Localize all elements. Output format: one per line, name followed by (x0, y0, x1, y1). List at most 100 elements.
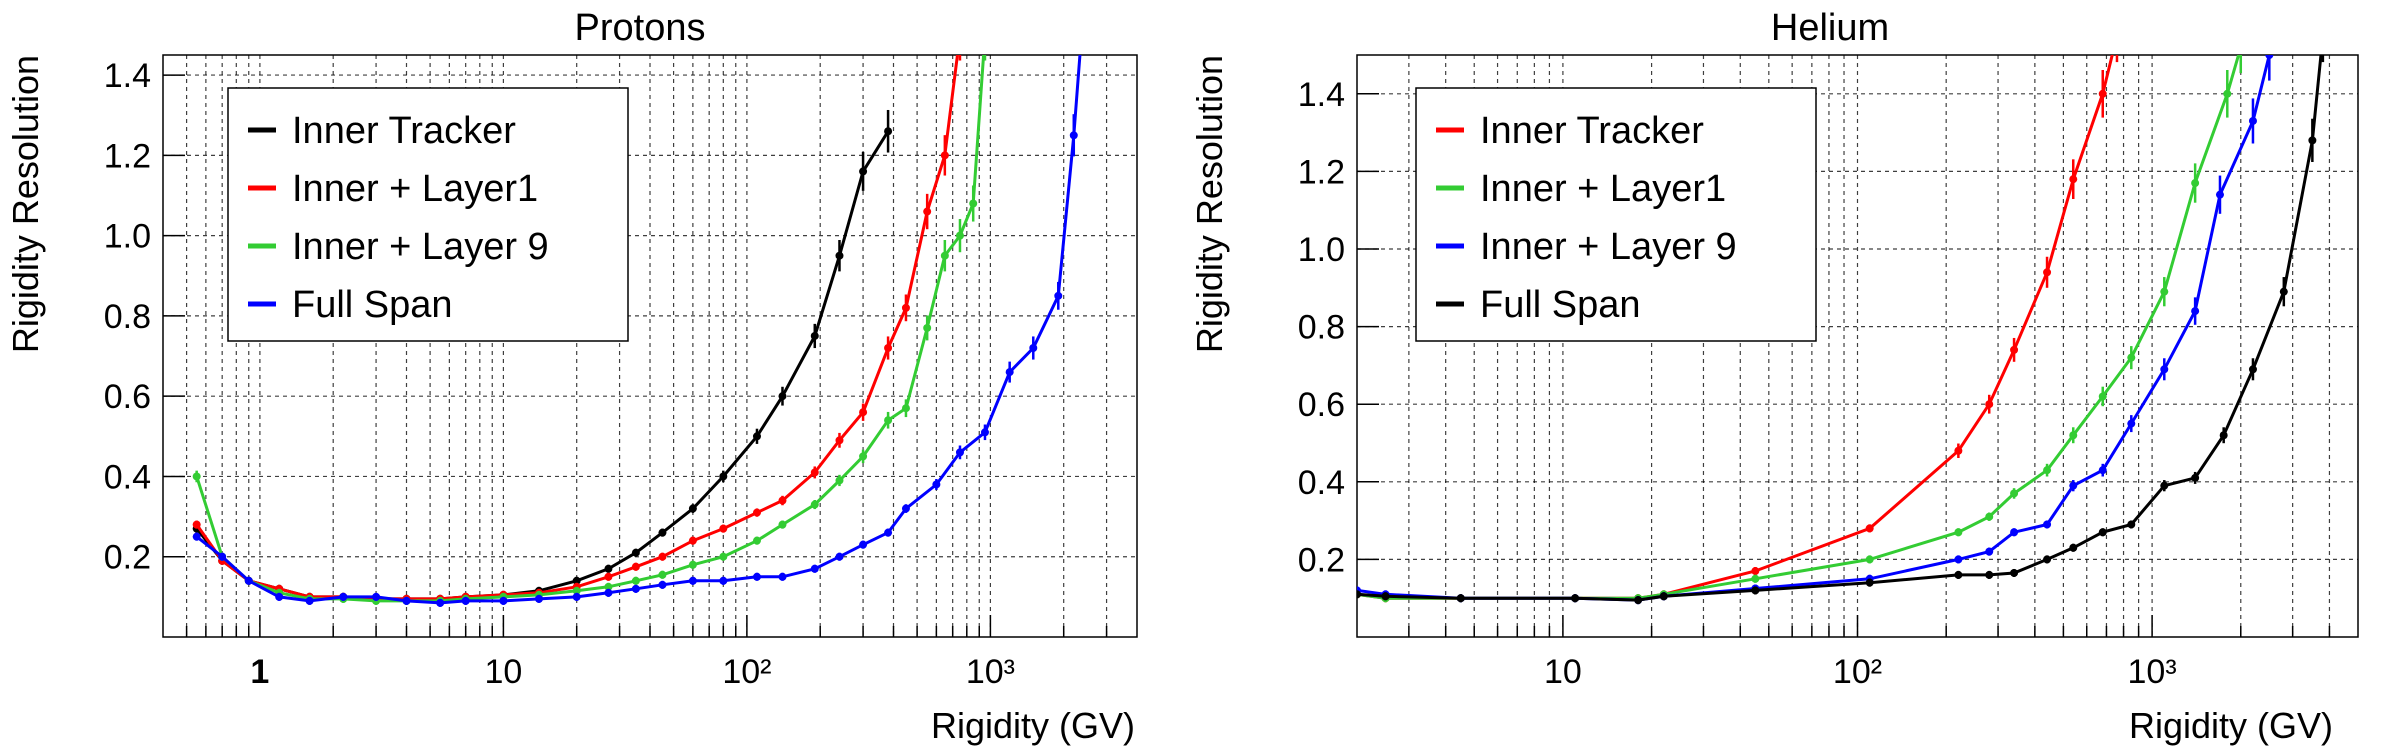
y-tick-label: 1.4 (104, 57, 151, 95)
data-point (923, 207, 932, 216)
data-point (1005, 368, 1014, 377)
data-point (956, 31, 964, 39)
y-tick-label: 1.0 (1298, 231, 1345, 269)
data-point (339, 592, 348, 601)
data-point (1381, 592, 1390, 601)
data-point (604, 582, 613, 591)
data-point (969, 199, 978, 208)
data-point (2043, 268, 2052, 277)
y-tick-label: 1.4 (1298, 76, 1345, 114)
x-axis-title: Rigidity (GV) (931, 705, 1135, 746)
data-point (2043, 466, 2052, 475)
data-point (658, 528, 667, 537)
series-line-4 (1357, 55, 2323, 602)
data-point (2127, 419, 2136, 428)
chart-panel-1: 0.2 0.4 0.6 0.8 1.0 1.2 1.4 1 10 10² 10³ Protons Rig… (5, 7, 1138, 746)
data-point (688, 576, 697, 585)
data-point (604, 564, 613, 573)
data-point (810, 468, 819, 477)
data-point (1985, 512, 1994, 521)
y-tick-label: 1.2 (104, 137, 151, 175)
data-point (1865, 578, 1874, 587)
data-point (1659, 592, 1668, 601)
data-point (1985, 400, 1994, 409)
data-point (572, 592, 581, 601)
legend-label: Inner + Layer 9 (292, 226, 549, 268)
data-point (901, 504, 910, 513)
data-point (752, 536, 761, 545)
legend-box (227, 87, 629, 342)
data-point (604, 588, 613, 597)
data-point (658, 552, 667, 561)
legend-label: Inner Tracker (292, 110, 516, 152)
data-point (2010, 568, 2019, 577)
data-point (2127, 520, 2136, 529)
data-point (1751, 586, 1760, 595)
data-point (2069, 543, 2078, 552)
legend-label: Full Span (1480, 284, 1641, 326)
y-tick-label: 0.4 (104, 458, 151, 496)
data-point (2160, 365, 2169, 374)
data-point (1985, 570, 1994, 579)
data-point (2098, 528, 2107, 537)
data-point (688, 560, 697, 569)
legend-label: Full Span (292, 284, 453, 326)
data-point (1456, 594, 1465, 603)
data-point (2215, 190, 2224, 199)
plot-frame (162, 54, 1138, 638)
data-point (810, 500, 819, 509)
data-point (631, 576, 640, 585)
data-point (2237, 43, 2245, 51)
data-point (981, 31, 989, 39)
data-point (1029, 344, 1038, 353)
data-point (2191, 179, 2200, 188)
data-point (499, 596, 508, 605)
data-point (305, 596, 314, 605)
data-point (810, 331, 819, 340)
data-point (604, 572, 613, 581)
data-point (884, 528, 893, 537)
data-point (859, 167, 868, 176)
data-point (2127, 353, 2136, 362)
data-point (901, 404, 910, 413)
series-group (192, 31, 1082, 607)
data-point (2098, 466, 2107, 475)
data-point (2069, 175, 2078, 184)
data-point (688, 536, 697, 545)
data-point (2069, 431, 2078, 440)
data-point (572, 576, 581, 585)
data-point (1751, 574, 1760, 583)
data-point (2098, 89, 2107, 98)
series-line-2 (195, 55, 959, 601)
data-point (1571, 594, 1580, 603)
data-point (719, 524, 728, 533)
data-point (1069, 131, 1078, 140)
data-point (778, 520, 787, 529)
data-point (980, 428, 989, 437)
data-point (1634, 596, 1643, 605)
data-point (402, 596, 411, 605)
data-point (275, 592, 284, 601)
data-point (835, 476, 844, 485)
data-point (2219, 431, 2228, 440)
data-point (859, 452, 868, 461)
data-point (2043, 555, 2052, 564)
data-point (192, 532, 201, 541)
data-point (923, 323, 932, 332)
data-point (2308, 136, 2317, 145)
legend-box (1415, 87, 1817, 342)
chart-title: Protons (575, 7, 706, 49)
data-point (2248, 116, 2257, 125)
data-point (778, 572, 787, 581)
data-point (2319, 32, 2327, 40)
data-point (955, 448, 964, 457)
legend-label: Inner + Layer1 (292, 168, 538, 210)
y-axis-title: Rigidity Resolution (1189, 55, 1230, 353)
data-point (461, 596, 470, 605)
data-point (932, 480, 941, 489)
y-tick-label: 0.8 (1298, 309, 1345, 347)
legend: Inner Tracker Inner + Layer1 Inner + Layer… (1415, 87, 1817, 342)
data-point (884, 416, 893, 425)
data-point (631, 562, 640, 571)
